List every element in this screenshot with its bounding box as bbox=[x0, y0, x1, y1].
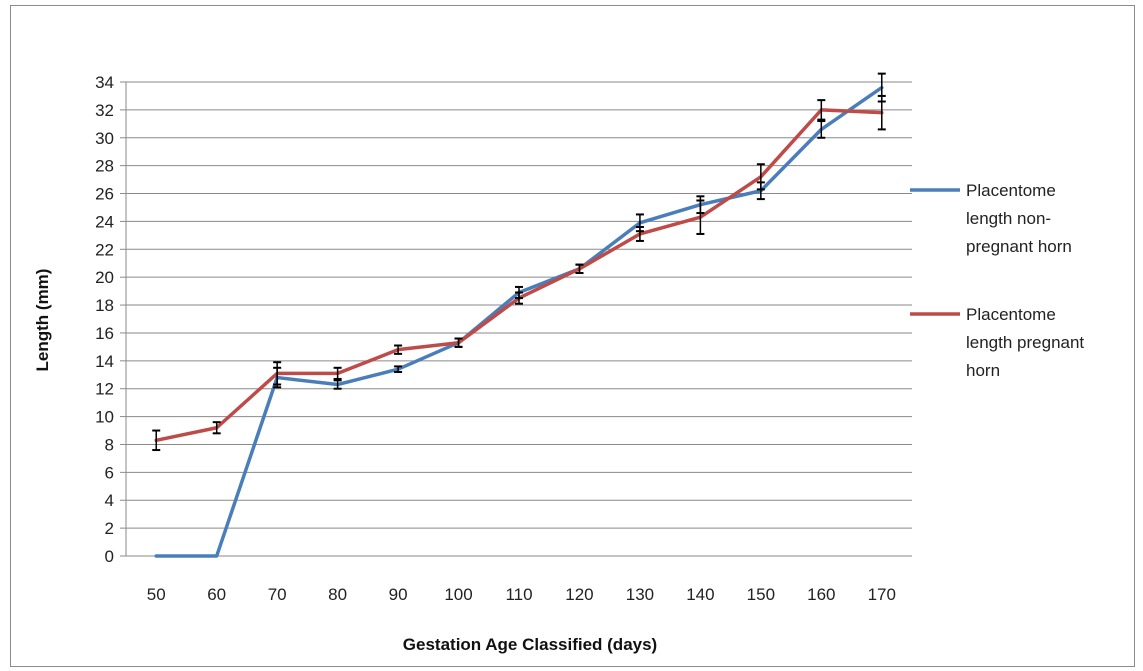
y-tick-label: 2 bbox=[105, 519, 114, 538]
legend-label: pregnant horn bbox=[966, 237, 1072, 256]
y-tick-label: 22 bbox=[95, 240, 114, 259]
legend-label: Placentome bbox=[966, 181, 1056, 200]
y-tick-label: 8 bbox=[105, 435, 114, 454]
y-tick-label: 34 bbox=[95, 73, 114, 92]
y-tick-label: 30 bbox=[95, 129, 114, 148]
y-axis-title: Length (mm) bbox=[33, 269, 52, 372]
y-tick-label: 26 bbox=[95, 185, 114, 204]
y-tick-label: 12 bbox=[95, 380, 114, 399]
series-group bbox=[152, 72, 886, 558]
y-tick-label: 18 bbox=[95, 296, 114, 315]
x-tick-label: 170 bbox=[868, 585, 896, 604]
legend-label: horn bbox=[966, 361, 1000, 380]
x-tick-label: 90 bbox=[389, 585, 408, 604]
gridlines bbox=[120, 81, 912, 557]
legend-label: Placentome bbox=[966, 305, 1056, 324]
x-tick-label: 70 bbox=[268, 585, 287, 604]
x-axis-title: Gestation Age Classified (days) bbox=[403, 635, 657, 654]
x-tick-label: 150 bbox=[747, 585, 775, 604]
y-tick-label: 32 bbox=[95, 101, 114, 120]
legend-label: length non- bbox=[966, 209, 1051, 228]
y-tick-label: 16 bbox=[95, 324, 114, 343]
series-line bbox=[154, 108, 884, 443]
y-tick-label: 6 bbox=[105, 463, 114, 482]
series-line bbox=[154, 85, 884, 558]
x-tick-label: 140 bbox=[686, 585, 714, 604]
y-tick-label: 0 bbox=[105, 547, 114, 566]
y-tick-label: 4 bbox=[105, 491, 114, 510]
legend-label: length pregnant bbox=[966, 333, 1084, 352]
x-tick-label: 130 bbox=[626, 585, 654, 604]
x-tick-label: 50 bbox=[147, 585, 166, 604]
x-tick-label: 110 bbox=[505, 585, 532, 604]
x-tick-label: 120 bbox=[565, 585, 593, 604]
y-tick-label: 14 bbox=[95, 352, 114, 371]
y-tick-label: 10 bbox=[95, 408, 114, 427]
y-tick-label: 20 bbox=[95, 268, 114, 287]
y-tick-label: 28 bbox=[95, 157, 114, 176]
x-tick-label: 60 bbox=[207, 585, 226, 604]
y-tick-label: 24 bbox=[95, 212, 114, 231]
x-tick-label: 160 bbox=[807, 585, 835, 604]
legend: Placentome length non-pregnant horn Placen… bbox=[910, 181, 1084, 380]
x-tick-label: 80 bbox=[328, 585, 347, 604]
x-axis-ticks: 50 60 70 80 90 100 110 120 130 140 150 160 170 bbox=[147, 585, 896, 604]
x-tick-label: 100 bbox=[444, 585, 472, 604]
